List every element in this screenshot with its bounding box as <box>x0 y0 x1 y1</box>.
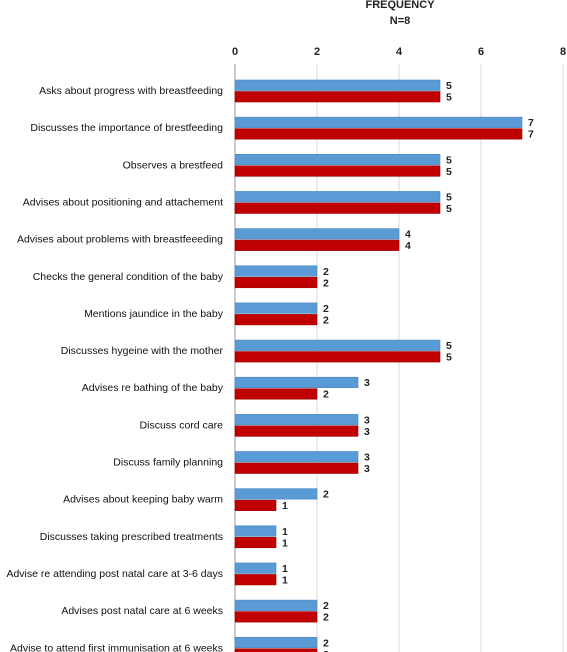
data-label: 5 <box>446 191 452 203</box>
data-label: 5 <box>446 203 452 215</box>
bar <box>234 599 318 611</box>
data-label: 7 <box>528 129 534 141</box>
category-label: Advise to attend first immunisation at 6… <box>10 642 223 652</box>
category-label: Checks the general condition of the baby <box>33 271 224 283</box>
category-label: Advises about problems with breastfeeedi… <box>17 234 223 246</box>
bar <box>234 488 318 500</box>
category-label: Advises about keeping baby warm <box>63 494 223 506</box>
bar <box>234 302 318 314</box>
bar <box>234 91 441 103</box>
bar <box>234 165 441 177</box>
data-label: 3 <box>364 426 370 438</box>
data-label: 5 <box>446 166 452 178</box>
data-label: 4 <box>405 240 411 252</box>
data-label: 3 <box>364 377 370 389</box>
bar <box>234 499 277 511</box>
category-label: Discusses hygeine with the mother <box>61 345 224 357</box>
bar <box>234 536 277 549</box>
bar <box>234 351 441 363</box>
category-label: Mentions jaundice in the baby <box>84 308 224 320</box>
bar <box>234 562 277 574</box>
bar <box>234 451 359 463</box>
data-label: 2 <box>323 637 329 649</box>
chart-title: FREQUENCY <box>365 0 435 11</box>
data-label: 1 <box>282 537 288 549</box>
data-label: 2 <box>323 649 329 652</box>
chart-subtitle: N=8 <box>390 15 411 27</box>
data-label: 3 <box>364 452 370 464</box>
bar <box>234 462 359 474</box>
category-label: Advise re attending post natal care at 3… <box>6 568 223 580</box>
bars <box>234 79 523 652</box>
bar <box>234 191 441 203</box>
data-label: 2 <box>323 489 329 501</box>
bar <box>234 414 359 426</box>
bar <box>234 574 277 586</box>
data-label: 2 <box>323 612 329 624</box>
data-label: 2 <box>323 303 329 315</box>
bar <box>234 239 400 251</box>
data-label: 5 <box>446 154 452 166</box>
bar <box>234 154 441 166</box>
category-label: Advises about positioning and attachemen… <box>23 196 223 208</box>
x-tick-label: 4 <box>396 46 403 58</box>
category-label: Discusses the importance of brestfeeding <box>30 122 223 134</box>
data-label: 5 <box>446 92 452 104</box>
category-label: Advises post natal care at 6 weeks <box>61 605 223 617</box>
x-tick-label: 0 <box>232 46 238 58</box>
data-label: 5 <box>446 352 452 364</box>
data-label: 2 <box>323 600 329 612</box>
bar <box>234 128 523 140</box>
bar <box>234 388 318 400</box>
data-label: 1 <box>282 574 288 586</box>
category-label: Observes a brestfeed <box>123 159 224 171</box>
data-label: 5 <box>446 340 452 352</box>
category-label: Discuss cord care <box>140 419 224 431</box>
category-label: Discuss family planning <box>113 457 223 469</box>
x-tick-label: 2 <box>314 46 320 58</box>
data-labels: 55775555442222553233332111112222 <box>282 80 534 652</box>
data-label: 3 <box>364 463 370 475</box>
bar <box>234 525 277 537</box>
bar <box>234 276 318 289</box>
bar <box>234 314 318 326</box>
data-label: 5 <box>446 80 452 92</box>
bar <box>234 79 441 91</box>
bar <box>234 636 318 649</box>
category-label: Discusses taking prescribed treatments <box>40 531 223 543</box>
x-tick-label: 8 <box>560 46 566 58</box>
category-label: Asks about progress with breastfeeding <box>39 85 223 97</box>
bar <box>234 376 359 389</box>
bar <box>234 228 400 240</box>
x-axis-ticks: 0 2 4 6 8 <box>232 46 566 58</box>
data-label: 3 <box>364 414 370 426</box>
data-label: 2 <box>323 314 329 326</box>
bar <box>234 116 523 128</box>
x-tick-label: 6 <box>478 46 484 58</box>
bar <box>234 425 359 437</box>
bar <box>234 611 318 623</box>
data-label: 1 <box>282 563 288 575</box>
category-label: Advises re bathing of the baby <box>82 382 224 394</box>
data-label: 2 <box>323 389 329 401</box>
data-label: 2 <box>323 277 329 289</box>
category-labels: Asks about progress with breastfeeding Di… <box>6 85 223 652</box>
bar <box>234 265 318 277</box>
data-label: 1 <box>282 526 288 538</box>
data-label: 7 <box>528 117 534 129</box>
data-label: 1 <box>282 500 288 512</box>
bar <box>234 339 441 351</box>
bar <box>234 202 441 214</box>
data-label: 2 <box>323 266 329 278</box>
data-label: 4 <box>405 229 411 241</box>
bar <box>234 648 318 652</box>
